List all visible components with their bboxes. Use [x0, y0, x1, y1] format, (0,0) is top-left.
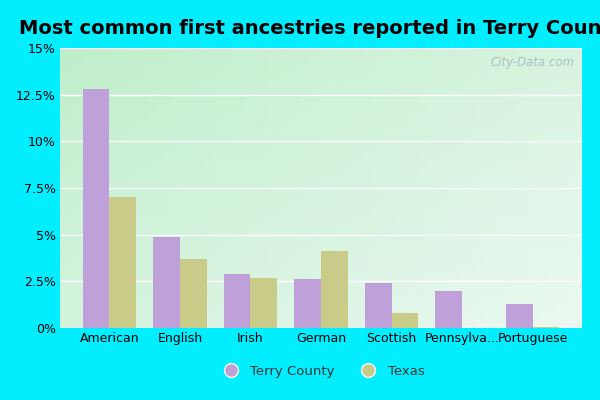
Bar [435, 291, 462, 328]
Bar [224, 274, 250, 328]
Text: City-Data.com: City-Data.com [490, 56, 574, 70]
Legend: Terry County, Texas: Terry County, Texas [212, 360, 430, 383]
Bar [250, 278, 277, 328]
Title: Most common first ancestries reported in Terry County: Most common first ancestries reported in… [19, 19, 600, 38]
Bar [153, 236, 180, 328]
Bar [533, 327, 559, 328]
Bar [365, 283, 392, 328]
Bar [294, 280, 321, 328]
Bar [321, 252, 348, 328]
Bar [109, 197, 136, 328]
Bar [180, 259, 207, 328]
Bar [83, 89, 109, 328]
Bar [506, 304, 533, 328]
Bar [392, 313, 418, 328]
